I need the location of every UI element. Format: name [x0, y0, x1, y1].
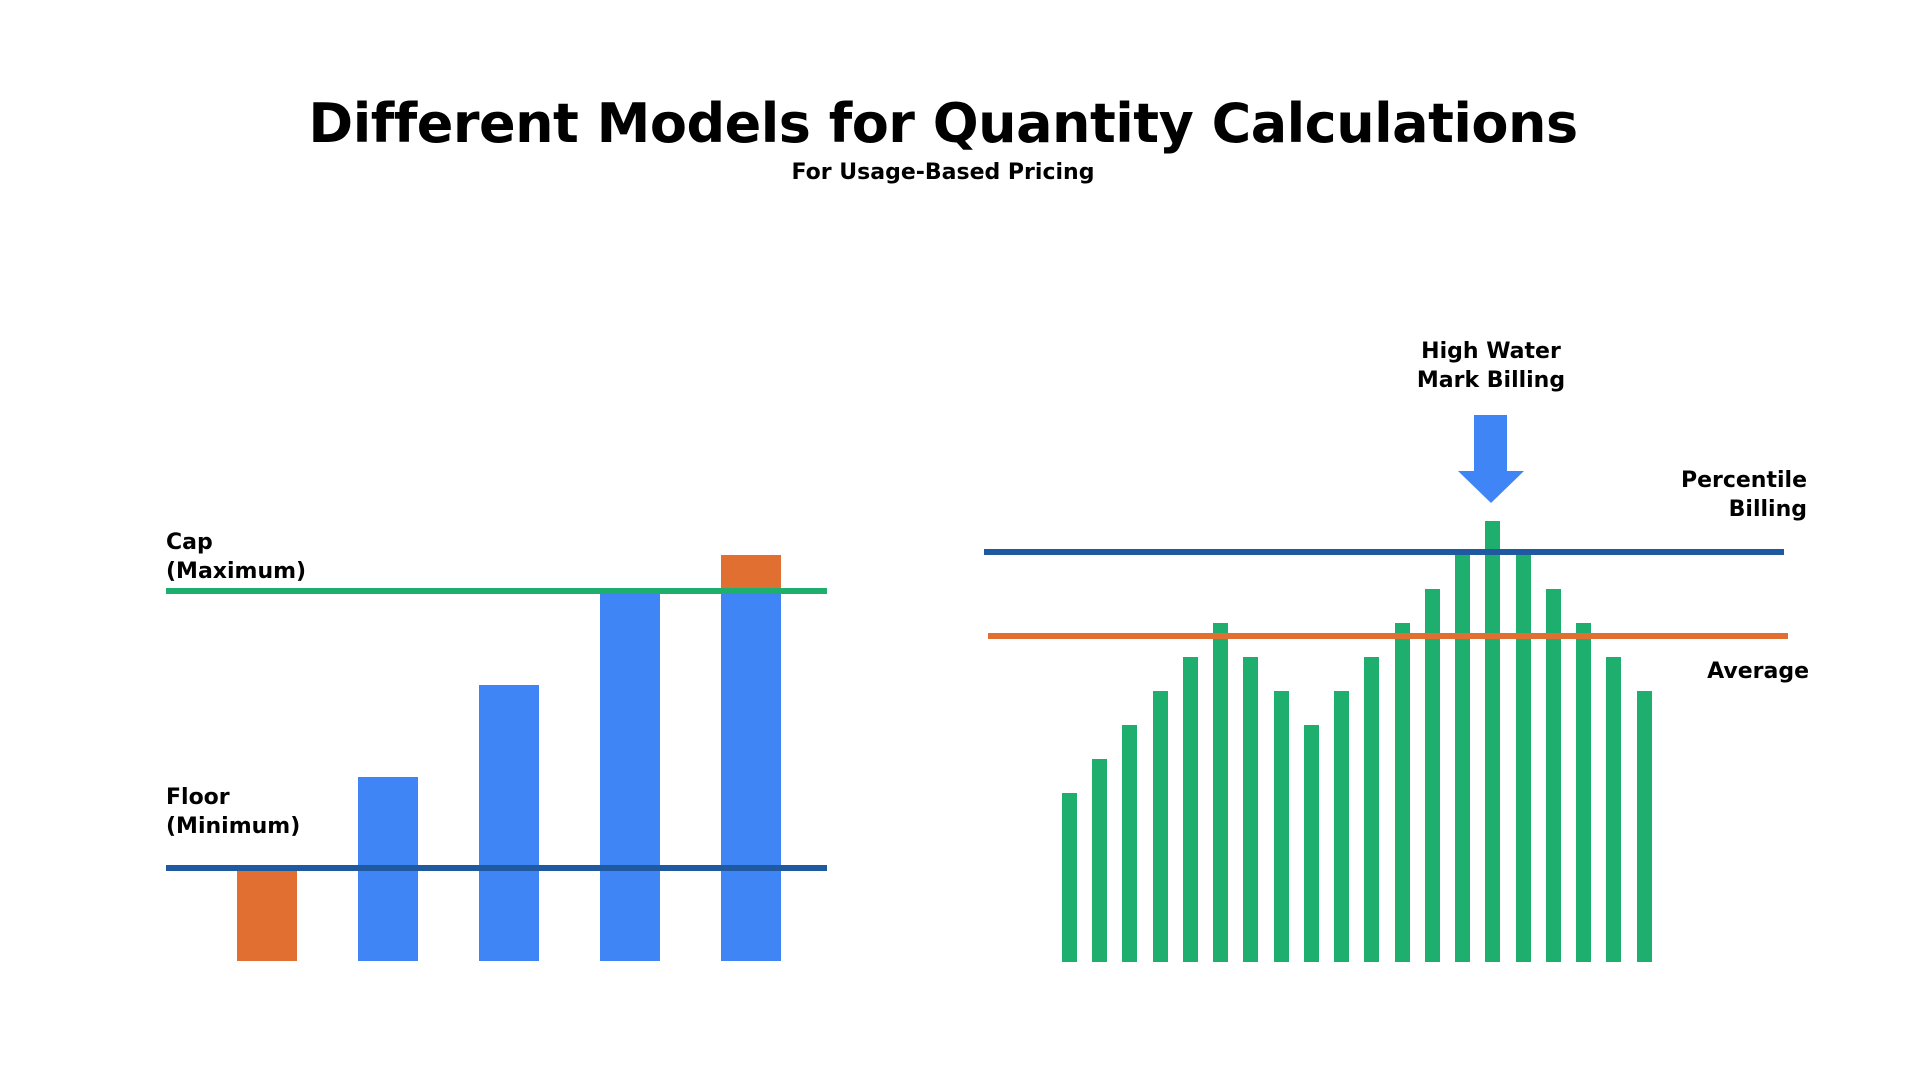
floor-adjustment-bar	[237, 868, 297, 961]
usage-bar	[1637, 691, 1652, 962]
usage-bar	[1455, 555, 1470, 962]
usage-bar-5	[721, 591, 781, 961]
percentile-label-line1: Percentile	[1680, 468, 1807, 493]
cap-line	[166, 588, 827, 594]
floor-line	[166, 865, 827, 871]
usage-bar	[1395, 623, 1410, 962]
usage-bar	[1425, 589, 1440, 962]
high-water-label-line2: Mark Billing	[1416, 368, 1566, 393]
floor-label-line2: (Minimum)	[166, 814, 301, 839]
usage-bar	[1122, 725, 1137, 962]
percentile-label-line2: Billing	[1728, 497, 1807, 522]
chart-subtitle: For Usage-Based Pricing	[791, 160, 1095, 185]
usage-bar	[1304, 725, 1319, 962]
usage-bar	[1334, 691, 1349, 962]
high-water-label-line1: High Water	[1421, 339, 1561, 364]
chart-title: Different Models for Quantity Calculatio…	[308, 92, 1578, 155]
usage-bar	[1153, 691, 1168, 962]
usage-bar-peak	[1485, 521, 1500, 962]
floor-label-line1: Floor	[166, 785, 230, 810]
usage-bar-4	[600, 591, 660, 961]
usage-bar	[1274, 691, 1289, 962]
average-label: Average	[1707, 659, 1809, 684]
usage-bar	[1092, 759, 1107, 962]
cap-overflow-bar	[721, 555, 781, 591]
usage-bar	[1576, 623, 1591, 962]
floor-label: Floor (Minimum)	[166, 783, 300, 841]
cap-label-line1: Cap	[166, 530, 213, 555]
usage-bar	[1546, 589, 1561, 962]
percentile-billing-line	[984, 549, 1784, 555]
usage-bar	[1364, 657, 1379, 962]
usage-bar	[1062, 793, 1077, 962]
usage-bar	[1243, 657, 1258, 962]
cap-label: Cap (Maximum)	[166, 528, 306, 586]
average-line	[988, 633, 1788, 639]
usage-bar	[1213, 623, 1228, 962]
cap-label-line2: (Maximum)	[166, 559, 307, 584]
high-water-mark-label: High Water Mark Billing	[1391, 337, 1591, 395]
usage-bar-3	[479, 685, 539, 961]
percentile-billing-label: Percentile Billing	[1607, 466, 1807, 524]
usage-bar	[1606, 657, 1621, 962]
usage-bar	[1183, 657, 1198, 962]
usage-bar	[1516, 555, 1531, 962]
